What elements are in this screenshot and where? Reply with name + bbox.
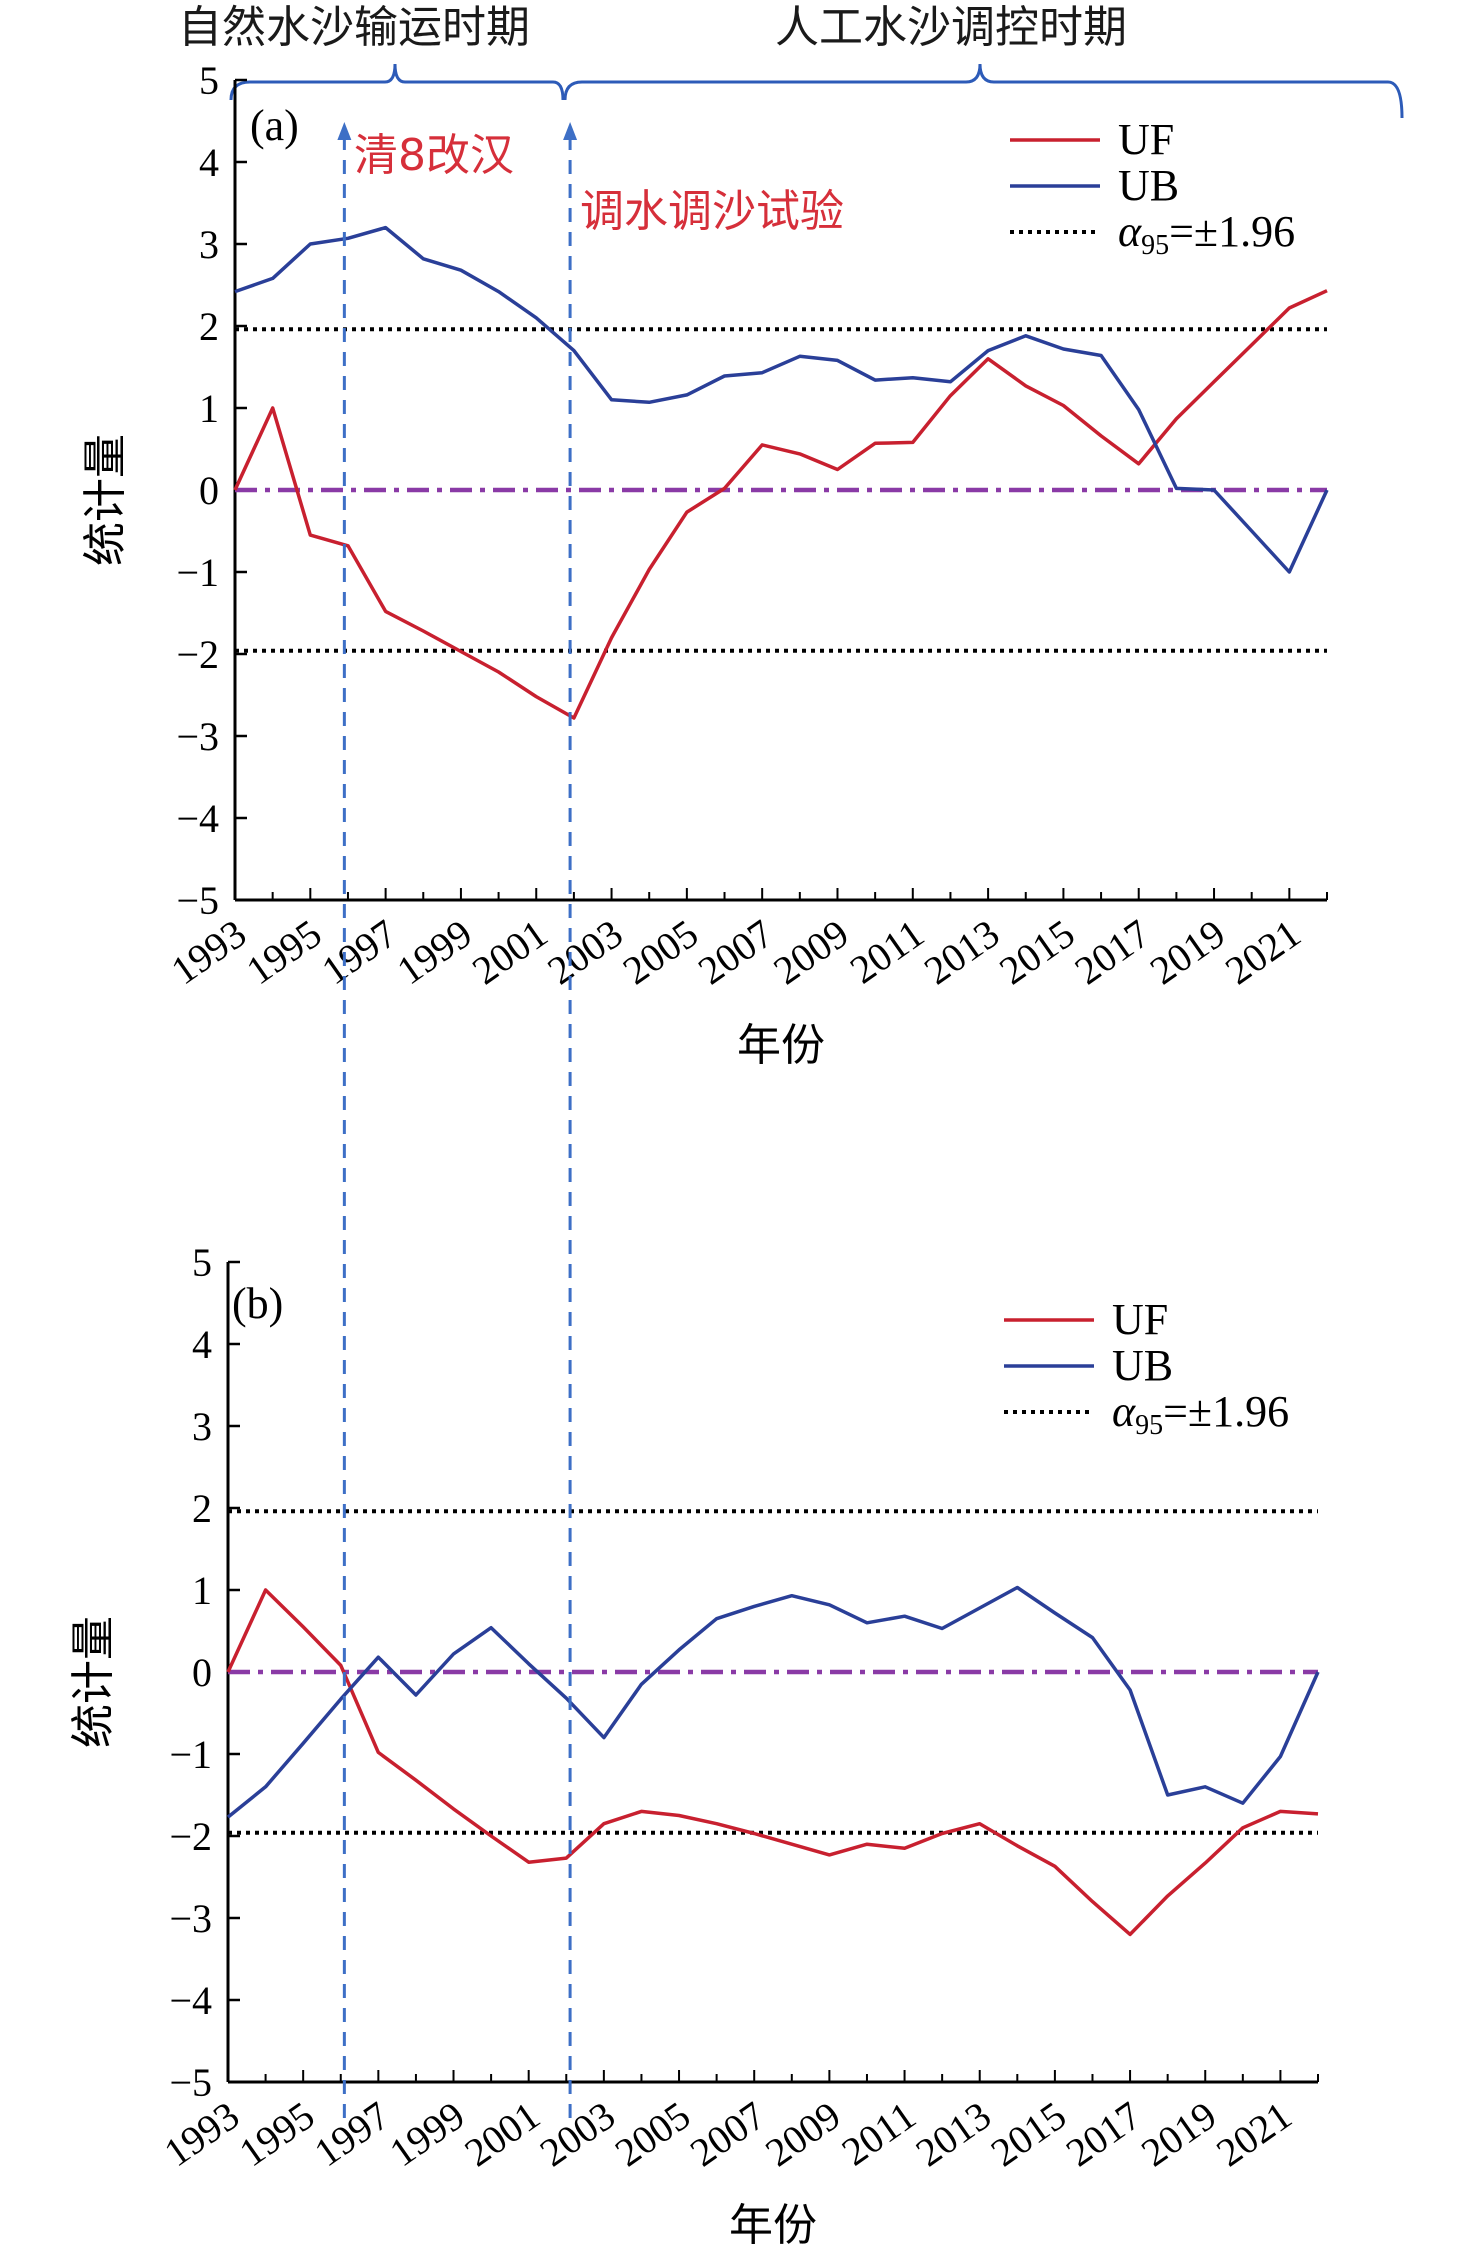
y-tick-label: −3: [176, 714, 219, 759]
x-tick-label: 2003: [532, 2093, 623, 2176]
x-tick-label: 2021: [1208, 2093, 1299, 2176]
y-axis-title: 统计量: [68, 1616, 119, 1748]
x-axis-title: 年份: [737, 1020, 825, 1071]
series-ub-line: [226, 1585, 1320, 1819]
legend-ub-label: UB: [1118, 161, 1179, 210]
x-tick-label: 2001: [457, 2093, 548, 2176]
panel-b: 543210−1−2−3−4−5199319951997199920012003…: [68, 1240, 1320, 2247]
series-uf-line: [226, 1588, 1319, 1937]
x-tick-label: 2013: [908, 2093, 999, 2176]
x-tick-label: 2015: [991, 911, 1082, 994]
x-tick-label: 2017: [1067, 911, 1158, 994]
event-arrowhead: [337, 122, 352, 140]
y-tick-label: 2: [192, 1486, 212, 1531]
x-tick-label: 2011: [842, 911, 932, 993]
legend-uf-label: UF: [1118, 115, 1174, 164]
y-tick-label: 3: [192, 1404, 212, 1449]
panel-label: (b): [232, 1279, 283, 1328]
legend-threshold-label: α95=±1.96: [1112, 1387, 1289, 1441]
x-tick-label: 1997: [306, 2093, 397, 2176]
x-tick-label: 1999: [389, 911, 480, 994]
x-tick-label: 2007: [690, 911, 781, 994]
series-ub-line: [234, 225, 1329, 574]
x-tick-label: 1995: [238, 911, 329, 994]
x-tick-label: 2007: [682, 2093, 773, 2176]
y-tick-label: 3: [199, 222, 219, 267]
y-tick-label: −5: [169, 2060, 212, 2105]
y-axis-title: 统计量: [80, 434, 131, 566]
y-tick-label: −5: [176, 878, 219, 923]
x-tick-label: 2011: [834, 2093, 924, 2175]
legend-threshold-label: α95=±1.96: [1118, 207, 1295, 261]
y-tick-label: −1: [176, 550, 219, 595]
event-arrowhead: [563, 122, 578, 140]
y-tick-label: −3: [169, 1896, 212, 1941]
y-tick-label: −1: [169, 1732, 212, 1777]
x-tick-label: 2005: [615, 911, 706, 994]
y-tick-label: −4: [169, 1978, 212, 2023]
x-tick-label: 2003: [539, 911, 630, 994]
x-tick-label: 2019: [1142, 911, 1233, 994]
y-tick-label: 5: [192, 1240, 212, 1285]
y-tick-label: 1: [199, 386, 219, 431]
event-label-2002: 调水调沙试验: [580, 186, 844, 237]
panel-label: (a): [250, 101, 299, 150]
y-tick-label: 4: [199, 140, 219, 185]
y-tick-label: 0: [199, 468, 219, 513]
period-natural-brace: [229, 63, 565, 101]
y-tick-label: −4: [176, 796, 219, 841]
legend-ub-label: UB: [1112, 1341, 1173, 1390]
x-tick-label: 2005: [607, 2093, 698, 2176]
event-markers: [337, 122, 578, 2118]
y-tick-label: −2: [169, 1814, 212, 1859]
y-tick-label: 0: [192, 1650, 212, 1695]
x-tick-label: 2017: [1058, 2093, 1149, 2176]
legend-uf-label: UF: [1112, 1295, 1168, 1344]
y-tick-label: 1: [192, 1568, 212, 1613]
y-tick-label: 4: [192, 1322, 212, 1367]
y-tick-label: 2: [199, 304, 219, 349]
x-tick-label: 2015: [983, 2093, 1074, 2176]
x-tick-label: 2013: [916, 911, 1007, 994]
period-regulated-label: 人工水沙调控时期: [775, 2, 1127, 53]
x-axis-title: 年份: [729, 2200, 817, 2247]
x-tick-label: 2019: [1133, 2093, 1224, 2176]
x-tick-label: 2009: [757, 2093, 848, 2176]
period-regulated-brace: [563, 63, 1404, 119]
x-tick-label: 1995: [231, 2093, 322, 2176]
y-tick-label: 5: [199, 58, 219, 103]
series-uf-line: [233, 289, 1328, 720]
event-label-1996: 清8改汉: [354, 130, 514, 181]
x-tick-label: 2001: [464, 911, 555, 994]
x-tick-label: 2009: [765, 911, 856, 994]
x-tick-label: 1999: [381, 2093, 472, 2176]
x-tick-label: 2021: [1217, 911, 1308, 994]
period-natural-label: 自然水沙输运时期: [178, 2, 530, 53]
y-tick-label: −2: [176, 632, 219, 677]
x-tick-label: 1997: [313, 911, 404, 994]
